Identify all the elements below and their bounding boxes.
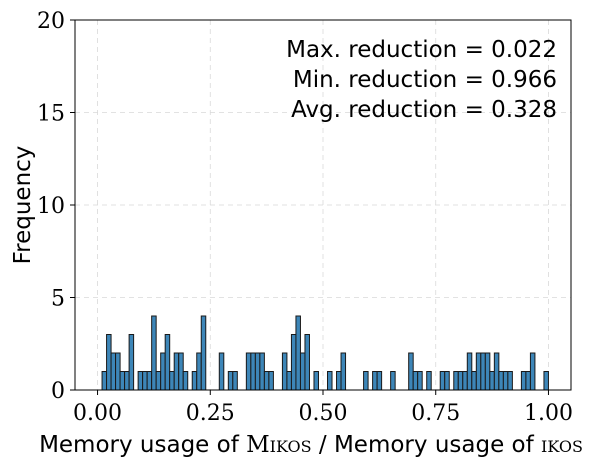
histogram-bar [245,352,252,391]
y-tick-label: 20 [37,9,65,34]
bars [101,315,549,391]
histogram-bar [489,371,495,391]
histogram-bar [453,371,459,391]
histogram-bar [169,371,175,391]
histogram-bar [493,352,500,391]
histogram-bar [160,352,166,391]
histogram-bar [110,352,117,391]
histogram-bar [484,352,491,391]
histogram-bar [101,371,108,391]
histogram-bar [227,371,234,391]
histogram-bar [106,334,112,391]
annotation-text: Min. reduction = 0.966 [293,67,557,93]
histogram-bar [340,352,347,391]
x-tick-label: 1.00 [524,401,573,426]
histogram-bar [119,371,126,391]
y-tick-label: 15 [37,102,65,127]
histogram-bar [254,352,261,391]
histogram-bar [471,371,477,391]
histogram-bar [507,371,513,391]
histogram-bar [128,334,135,391]
histogram-bar [412,371,419,391]
y-tick-label: 5 [51,287,65,312]
histogram-bar [498,371,504,391]
histogram-bar [200,315,207,391]
histogram-bar [232,371,238,391]
x-tick-label: 0.00 [73,401,122,426]
histogram-bar [390,371,396,391]
histogram-bar [124,371,130,391]
y-ticks: 0 5 10 15 20 [37,9,75,404]
histogram-bar [304,334,310,391]
histogram-bar [444,371,450,391]
histogram-bar [426,371,432,391]
histogram-bar [408,352,414,391]
x-tick-label: 0.75 [411,401,460,426]
histogram-bar [525,371,531,391]
annotation-text: Max. reduction = 0.022 [286,37,557,63]
histogram-bar [146,371,153,391]
histogram-bar [457,371,464,391]
histogram-bar [363,371,369,391]
histogram-bar [313,371,319,391]
histogram-bar [268,371,274,391]
histogram-bar [115,352,121,391]
histogram-bar [250,352,256,391]
histogram-bar [462,371,468,391]
histogram-bar [182,371,189,391]
x-tick-label: 0.50 [299,401,348,426]
annotations: Max. reduction = 0.022 Min. reduction = 0… [286,37,557,123]
histogram-bar [178,352,184,391]
histogram-bar [502,371,509,391]
annotation-text: Avg. reduction = 0.328 [291,97,557,123]
histogram-bar [327,371,333,391]
x-tick-label: 0.25 [186,401,235,426]
histogram-bar [259,352,265,391]
histogram-bar [281,352,288,391]
histogram-bar [336,371,342,391]
histogram-bar [480,352,486,391]
x-axis-label: Memory usage of Mikos / Memory usage of … [39,432,583,458]
histogram-bar [376,371,383,391]
histogram-bar [417,371,423,391]
histogram-bar [290,334,297,391]
histogram-bar [263,371,270,391]
histogram-bar [173,352,180,391]
histogram-bar [372,371,378,391]
y-tick-label: 10 [37,194,65,219]
x-ticks: 0.00 0.25 0.50 0.75 1.00 [73,390,573,426]
histogram-bar [286,371,292,391]
histogram-bar [439,371,446,391]
histogram-bar [155,371,162,391]
histogram-bar [295,315,301,391]
histogram-bar [142,371,148,391]
histogram-bar [164,334,171,391]
y-axis-label: Frequency [10,146,36,265]
histogram-bar [299,352,306,391]
y-tick-label: 0 [51,379,65,404]
histogram-bar [191,371,198,391]
histogram-bar [151,315,157,391]
histogram-bar [475,352,482,391]
histogram-bar [466,352,473,391]
histogram-bar [196,352,202,391]
histogram-bar [529,352,536,391]
histogram-bar [218,352,225,391]
histogram-bar [520,371,527,391]
histogram-bar [543,371,549,391]
histogram-bar [137,371,144,391]
